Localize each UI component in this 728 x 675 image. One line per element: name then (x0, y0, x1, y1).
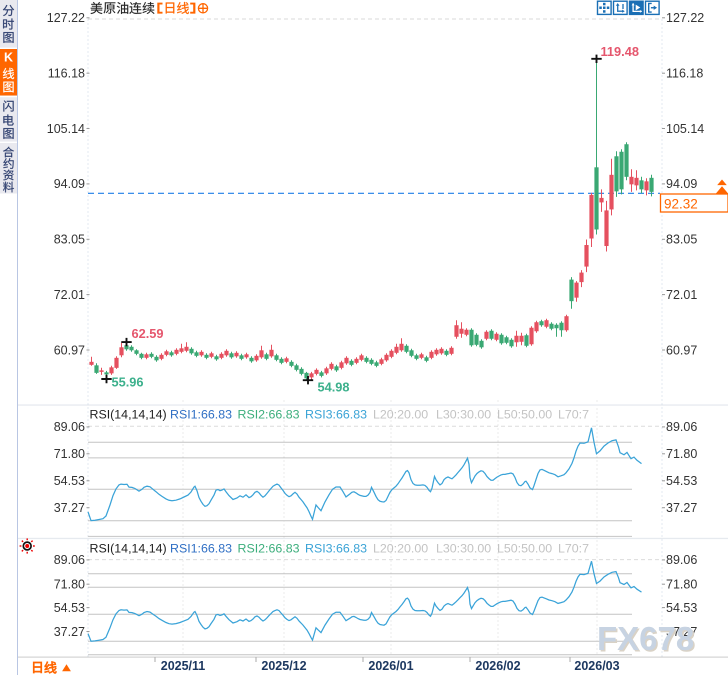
svg-text:2026/03: 2026/03 (574, 659, 619, 673)
svg-text:K: K (4, 51, 13, 65)
svg-text:89.06: 89.06 (54, 553, 85, 567)
svg-text:127.22: 127.22 (47, 11, 85, 25)
svg-text:RSI3:66.83: RSI3:66.83 (305, 407, 367, 421)
svg-text:L50:50.00: L50:50.00 (497, 407, 552, 421)
svg-text:2026/02: 2026/02 (475, 659, 520, 673)
svg-text:L70:7: L70:7 (558, 407, 589, 421)
svg-text:L20:20.00: L20:20.00 (373, 542, 428, 556)
svg-text:116.18: 116.18 (48, 67, 85, 81)
svg-text:RSI3:66.83: RSI3:66.83 (305, 542, 367, 556)
svg-text:89.06: 89.06 (54, 420, 85, 434)
svg-text:60.97: 60.97 (666, 343, 697, 357)
svg-text:37.27: 37.27 (54, 625, 85, 639)
svg-text:94.09: 94.09 (54, 177, 85, 191)
svg-text:RSI2:66.83: RSI2:66.83 (238, 407, 300, 421)
svg-text:72.01: 72.01 (666, 288, 697, 302)
svg-text:L70:7: L70:7 (558, 542, 589, 556)
svg-text:119.48: 119.48 (601, 44, 639, 59)
svg-text:37.27: 37.27 (666, 501, 697, 515)
svg-text:L20:20.00: L20:20.00 (373, 407, 428, 421)
svg-text:60.97: 60.97 (54, 343, 85, 357)
svg-text:71.80: 71.80 (666, 578, 697, 592)
svg-text:83.05: 83.05 (666, 233, 697, 247)
svg-text:89.06: 89.06 (666, 420, 697, 434)
svg-text:54.53: 54.53 (666, 601, 697, 615)
svg-text:FX678: FX678 (599, 622, 696, 659)
svg-text:127.22: 127.22 (666, 11, 704, 25)
svg-text:94.09: 94.09 (666, 177, 697, 191)
svg-text:83.05: 83.05 (54, 233, 85, 247)
svg-text:54.53: 54.53 (666, 474, 697, 488)
svg-text:RSI2:66.83: RSI2:66.83 (238, 542, 300, 556)
svg-text:54.98: 54.98 (318, 380, 350, 395)
svg-text:105.14: 105.14 (47, 122, 85, 136)
svg-text:92.32: 92.32 (664, 196, 698, 211)
svg-text:89.06: 89.06 (666, 553, 697, 567)
svg-text:62.59: 62.59 (132, 326, 164, 341)
svg-text:RSI1:66.83: RSI1:66.83 (170, 542, 232, 556)
svg-text:2025/11: 2025/11 (161, 659, 206, 673)
svg-text:2025/12: 2025/12 (261, 659, 306, 673)
svg-text:55.96: 55.96 (112, 375, 144, 390)
svg-text:2026/01: 2026/01 (368, 659, 413, 673)
svg-text:L50:50.00: L50:50.00 (497, 542, 552, 556)
svg-text:FX678: FX678 (597, 620, 694, 657)
svg-text:L30:30.00: L30:30.00 (436, 407, 491, 421)
svg-text:RSI(14,14,14): RSI(14,14,14) (90, 542, 167, 556)
svg-text:RSI(14,14,14): RSI(14,14,14) (90, 407, 167, 421)
svg-text:72.01: 72.01 (54, 288, 85, 302)
svg-text:54.53: 54.53 (54, 601, 85, 615)
svg-text:37.27: 37.27 (666, 625, 697, 639)
svg-text:71.80: 71.80 (54, 447, 85, 461)
svg-text:71.80: 71.80 (666, 447, 697, 461)
svg-text:71.80: 71.80 (54, 578, 85, 592)
svg-text:L30:30.00: L30:30.00 (436, 542, 491, 556)
svg-text:RSI1:66.83: RSI1:66.83 (170, 407, 232, 421)
svg-text:54.53: 54.53 (54, 474, 85, 488)
svg-text:116.18: 116.18 (666, 67, 703, 81)
svg-text:105.14: 105.14 (666, 122, 704, 136)
svg-text:37.27: 37.27 (54, 501, 85, 515)
